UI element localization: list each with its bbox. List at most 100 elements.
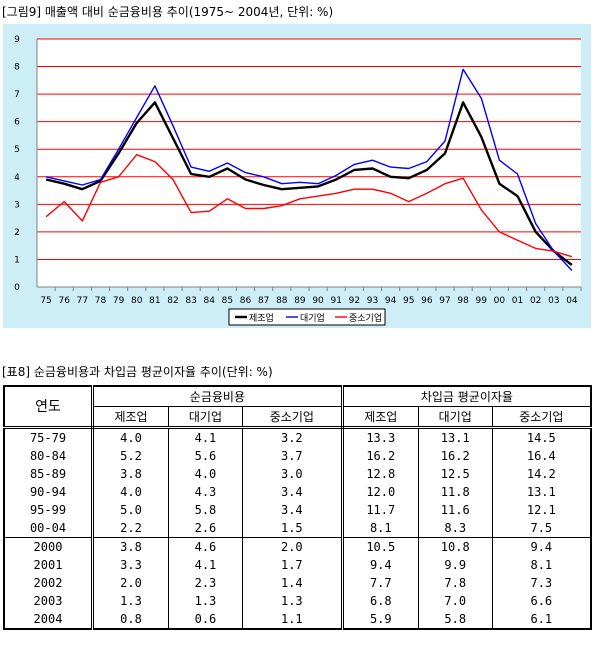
x-tick-label: 99	[476, 296, 488, 306]
table-row: 80-84 5.2 5.6 3.7 16.2 16.2 16.4	[3, 447, 592, 465]
x-tick-label: 83	[185, 296, 196, 306]
x-tick-label: 04	[566, 296, 578, 306]
value-cell: 12.8	[341, 465, 419, 483]
x-tick-label: 81	[149, 296, 160, 306]
y-tick-label: 9	[14, 35, 20, 45]
x-tick-label: 82	[167, 296, 178, 306]
value-cell: 5.8	[168, 501, 243, 519]
x-tick-label: 92	[349, 296, 360, 306]
x-tick-label: 03	[548, 296, 559, 306]
table-row: 2000 3.8 4.6 2.0 10.5 10.8 9.4	[3, 537, 592, 556]
year-cell: 2002	[3, 574, 94, 592]
value-cell: 0.8	[91, 610, 169, 630]
value-cell: 9.9	[417, 556, 493, 574]
value-cell: 16.2	[341, 447, 419, 465]
value-cell: 11.8	[417, 483, 493, 501]
value-cell: 7.8	[417, 574, 493, 592]
value-cell: 12.5	[417, 465, 493, 483]
year-cell: 2004	[3, 610, 94, 630]
series-line-3	[45, 153, 573, 258]
value-cell: 14.5	[491, 427, 592, 447]
x-tick-label: 79	[113, 296, 125, 306]
header-sector: 제조업	[341, 406, 419, 429]
value-cell: 7.0	[417, 592, 493, 610]
value-cell: 0.6	[168, 610, 243, 630]
x-tick-label: 88	[276, 296, 288, 306]
series-line-1	[45, 101, 573, 266]
legend-box	[228, 308, 386, 326]
value-cell: 5.2	[91, 447, 169, 465]
chart-area: 0 1 2 3 4 5 6 7 8 9 75 76 77 78 79 80 81 82 83 84 85 86 87 88 89…	[3, 24, 591, 328]
y-tick-label: 4	[14, 173, 20, 183]
x-tick-label: 75	[40, 296, 51, 306]
value-cell: 7.7	[341, 574, 419, 592]
value-cell: 3.8	[91, 465, 169, 483]
y-tick-label: 5	[14, 145, 20, 155]
header-sector: 중소기업	[241, 406, 344, 429]
value-cell: 9.4	[341, 556, 419, 574]
value-cell: 8.3	[417, 519, 493, 538]
value-cell: 16.4	[491, 447, 592, 465]
value-cell: 1.4	[241, 574, 344, 592]
value-cell: 1.3	[168, 592, 243, 610]
x-tick-label: 91	[330, 296, 341, 306]
y-tick-label: 1	[14, 255, 20, 265]
year-cell: 2000	[3, 537, 94, 556]
value-cell: 6.1	[491, 610, 592, 630]
header-group: 순금융비용	[92, 385, 344, 407]
value-cell: 3.3	[91, 556, 169, 574]
value-cell: 6.8	[341, 592, 419, 610]
legend-label: 제조업	[249, 313, 274, 324]
value-cell: 5.0	[91, 501, 169, 519]
value-cell: 3.8	[91, 537, 169, 556]
value-cell: 10.5	[341, 537, 419, 556]
table-row: 2004 0.8 0.6 1.1 5.9 5.8 6.1	[3, 610, 592, 630]
header-sector: 제조업	[91, 406, 169, 429]
legend-label: 중소기업	[349, 313, 382, 324]
value-cell: 2.0	[241, 537, 344, 556]
value-cell: 2.3	[168, 574, 243, 592]
value-cell: 8.1	[491, 556, 592, 574]
value-cell: 7.3	[491, 574, 592, 592]
year-cell: 95-99	[3, 501, 94, 519]
value-cell: 4.0	[91, 427, 169, 447]
value-cell: 13.1	[417, 427, 493, 447]
value-cell: 5.8	[417, 610, 493, 630]
table-row: 90-94 4.0 4.3 3.4 12.0 11.8 13.1	[3, 483, 592, 501]
x-tick-label: 90	[312, 296, 324, 306]
x-tick-label: 98	[457, 296, 469, 306]
value-cell: 3.4	[241, 501, 344, 519]
year-cell: 75-79	[3, 427, 94, 447]
table-row: 2002 2.0 2.3 1.4 7.7 7.8 7.3	[3, 574, 592, 592]
plot-area	[37, 39, 581, 287]
x-tick-label: 85	[222, 296, 233, 306]
x-tick-label: 02	[530, 296, 541, 306]
value-cell: 3.4	[241, 483, 344, 501]
y-tick-label: 6	[14, 118, 20, 128]
value-cell: 1.3	[241, 592, 344, 610]
y-tick-label: 0	[14, 283, 20, 293]
year-cell: 2001	[3, 556, 94, 574]
value-cell: 4.1	[168, 556, 243, 574]
table-caption: [표8] 순금융비용과 차입금 평균이자율 추이(단위: %)	[2, 365, 273, 379]
x-tick-label: 00	[494, 296, 506, 306]
x-tick-label: 80	[131, 296, 143, 306]
value-cell: 2.0	[91, 574, 169, 592]
year-cell: 00-04	[3, 519, 94, 538]
value-cell: 11.7	[341, 501, 419, 519]
year-cell: 80-84	[3, 447, 94, 465]
legend-label: 대기업	[300, 313, 325, 324]
x-tick-label: 86	[240, 296, 252, 306]
header-sector: 중소기업	[491, 406, 592, 429]
value-cell: 13.1	[491, 483, 592, 501]
table-row: 2003 1.3 1.3 1.3 6.8 7.0 6.6	[3, 592, 592, 610]
value-cell: 12.0	[341, 483, 419, 501]
figure-caption: [그림9] 매출액 대비 순금융비용 추이(1975~ 2004년, 단위: %…	[2, 5, 334, 19]
y-tick-label: 2	[14, 228, 20, 238]
x-tick-label: 76	[58, 296, 70, 306]
x-tick-label: 78	[95, 296, 107, 306]
value-cell: 4.0	[168, 465, 243, 483]
series-line-2	[45, 68, 573, 271]
value-cell: 1.7	[241, 556, 344, 574]
value-cell: 2.6	[168, 519, 243, 538]
